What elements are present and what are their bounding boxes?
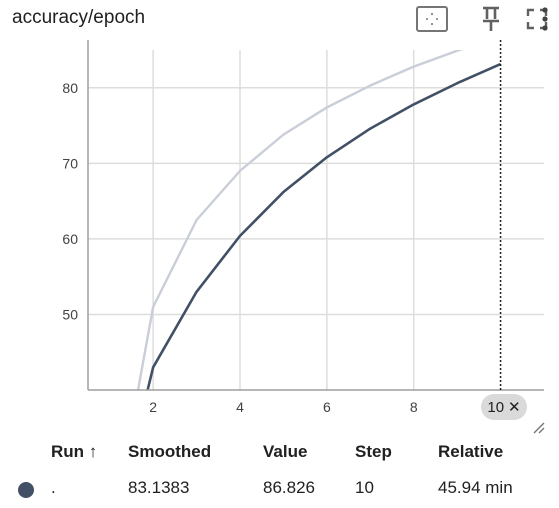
card-toolbar [319,0,559,38]
y-tick-label: 60 [62,231,78,247]
line-chart[interactable]: 2 4 6 8 50 60 70 80 [0,40,559,425]
table-header-row: Run ↑ Smoothed Value Step Relative [0,442,559,472]
header-run[interactable]: Run ↑ [51,442,98,461]
more-options-button[interactable] [531,4,559,34]
y-tick-label: 80 [62,80,78,96]
y-tick-label: 50 [62,306,78,322]
resize-handle-icon[interactable] [533,422,545,434]
x-tick-label: 2 [149,399,157,415]
chart-ticks: 2 4 6 8 50 60 70 80 [62,80,417,415]
pin-icon [483,6,499,31]
cell-value: 86.826 [263,478,315,497]
header-step[interactable]: Step [355,442,392,461]
cell-relative: 45.94 min [438,478,513,497]
x-tick-label: 8 [410,399,418,415]
chart-grid [88,50,544,390]
cursor-step-label: 10 [487,398,505,416]
pin-button[interactable] [475,4,507,34]
smoothed-series-line [146,62,502,390]
chart-series [136,50,502,390]
x-tick-label: 6 [323,399,331,415]
run-color-dot [18,482,34,498]
header-smoothed[interactable]: Smoothed [128,442,212,461]
cursor-step-badge[interactable]: 10 ✕ [481,394,527,420]
fit-domain-button[interactable] [416,4,448,34]
cell-step: 10 [355,478,374,497]
cell-run: . [51,478,56,497]
x-tick-label: 4 [236,399,244,415]
header-relative[interactable]: Relative [438,442,504,461]
table-row: . 83.1383 86.826 10 45.94 min [0,478,559,508]
more-vert-icon [542,7,548,31]
fit-domain-icon [416,6,448,32]
close-icon[interactable]: ✕ [508,399,521,416]
cell-smoothed: 83.1383 [128,478,190,497]
y-tick-label: 70 [62,155,78,171]
chart-axes [87,40,544,391]
header-value[interactable]: Value [263,442,308,461]
chart-title: accuracy/epoch [12,7,146,28]
raw-value-series-line [136,50,464,390]
